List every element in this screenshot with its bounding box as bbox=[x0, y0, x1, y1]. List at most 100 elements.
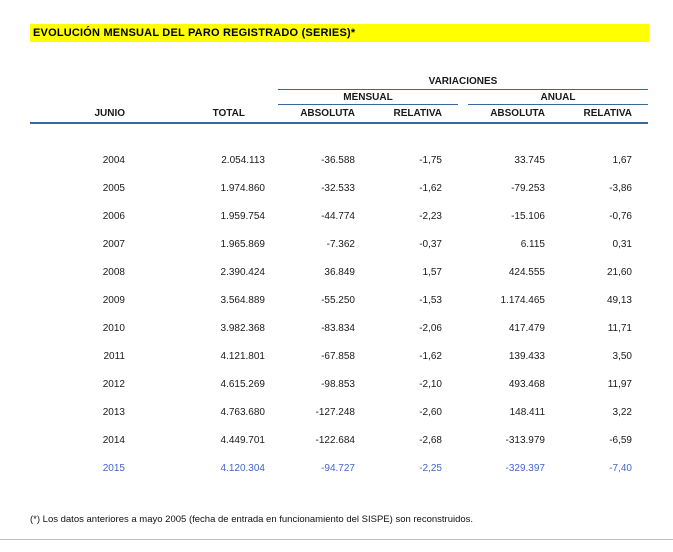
mensual-subgroup-header: MENSUAL bbox=[278, 92, 458, 105]
cell-anual-absoluta: 424.555 bbox=[508, 266, 545, 278]
cell-anual-relativa: 11,71 bbox=[607, 322, 632, 334]
cell-anual-relativa: 3,22 bbox=[612, 406, 632, 418]
column-header-anual-relativa: RELATIVA bbox=[583, 108, 632, 119]
cell-total: 2.054.113 bbox=[221, 154, 265, 166]
column-header-junio: JUNIO bbox=[94, 108, 125, 119]
table-row: 2015 4.120.304 -94.727 -2,25 -329.397 -7… bbox=[30, 454, 648, 482]
cell-mensual-absoluta: -44.774 bbox=[321, 210, 355, 222]
cell-anual-relativa: 11,97 bbox=[607, 378, 632, 390]
cell-anual-absoluta: -313.979 bbox=[505, 434, 545, 446]
cell-anual-absoluta: 493.468 bbox=[508, 378, 545, 390]
cell-total: 1.965.869 bbox=[220, 238, 266, 250]
cell-anual-relativa: 21,60 bbox=[606, 266, 632, 278]
cell-anual-relativa: -3,86 bbox=[609, 182, 632, 194]
table-row: 2012 4.615.269 -98.853 -2,10 493.468 11,… bbox=[30, 370, 648, 398]
cell-year: 2008 bbox=[102, 266, 125, 278]
cell-anual-relativa: 0,31 bbox=[612, 238, 632, 250]
table-row: 2008 2.390.424 36.849 1,57 424.555 21,60 bbox=[30, 258, 648, 286]
column-header-anual-absoluta: ABSOLUTA bbox=[490, 108, 545, 119]
cell-mensual-relativa: -1,53 bbox=[419, 294, 442, 306]
table-row: 2010 3.982.368 -83.834 -2,06 417.479 11,… bbox=[30, 314, 648, 342]
cell-mensual-relativa: -2,06 bbox=[419, 322, 442, 334]
cell-mensual-relativa: -0,37 bbox=[419, 238, 442, 250]
cell-mensual-absoluta: -7.362 bbox=[326, 238, 355, 250]
cell-total: 1.974.860 bbox=[220, 182, 266, 194]
table-row: 2013 4.763.680 -127.248 -2,60 148.411 3,… bbox=[30, 398, 648, 426]
table-row: 2014 4.449.701 -122.684 -2,68 -313.979 -… bbox=[30, 426, 648, 454]
cell-anual-relativa: 49,13 bbox=[606, 294, 632, 306]
cell-mensual-absoluta: -32.533 bbox=[321, 182, 355, 194]
cell-mensual-absoluta: -122.684 bbox=[315, 434, 355, 446]
cell-anual-absoluta: 1.174.465 bbox=[500, 294, 546, 306]
variaciones-group-header: VARIACIONES bbox=[278, 76, 648, 90]
cell-mensual-relativa: -2,60 bbox=[419, 406, 442, 418]
cell-mensual-absoluta: -94.727 bbox=[321, 462, 355, 474]
cell-mensual-absoluta: -127.248 bbox=[315, 406, 355, 418]
cell-total: 4.449.701 bbox=[220, 434, 266, 446]
anual-subgroup-header: ANUAL bbox=[468, 92, 648, 105]
cell-mensual-absoluta: -67.858 bbox=[321, 350, 355, 362]
cell-year: 2009 bbox=[102, 294, 125, 306]
cell-total: 4.121.801 bbox=[220, 350, 266, 362]
cell-total: 1.959.754 bbox=[220, 210, 266, 222]
cell-year: 2004 bbox=[102, 154, 125, 166]
cell-total: 4.763.680 bbox=[220, 406, 266, 418]
report-title-bar: EVOLUCIÓN MENSUAL DEL PARO REGISTRADO (S… bbox=[30, 24, 649, 42]
table-row: 2004 2.054.113 -36.588 -1,75 33.745 1,67 bbox=[30, 146, 648, 174]
cell-anual-absoluta: -329.397 bbox=[505, 462, 545, 474]
table-row: 2007 1.965.869 -7.362 -0,37 6.115 0,31 bbox=[30, 230, 648, 258]
column-header-total: TOTAL bbox=[212, 108, 245, 119]
footnote: (*) Los datos anteriores a mayo 2005 (fe… bbox=[30, 514, 474, 525]
cell-total: 3.982.368 bbox=[220, 322, 266, 334]
cell-year: 2011 bbox=[103, 350, 125, 362]
cell-year: 2012 bbox=[102, 378, 125, 390]
cell-mensual-relativa: -2,25 bbox=[419, 462, 442, 474]
cell-anual-relativa: 1,67 bbox=[612, 154, 632, 166]
cell-mensual-relativa: -1,75 bbox=[419, 154, 442, 166]
table-row: 2006 1.959.754 -44.774 -2,23 -15.106 -0,… bbox=[30, 202, 648, 230]
cell-mensual-absoluta: -55.250 bbox=[321, 294, 355, 306]
cell-anual-absoluta: 148.411 bbox=[509, 406, 545, 418]
cell-mensual-relativa: -2,10 bbox=[419, 378, 442, 390]
cell-total: 2.390.424 bbox=[220, 266, 266, 278]
table-row: 2009 3.564.889 -55.250 -1,53 1.174.465 4… bbox=[30, 286, 648, 314]
cell-mensual-absoluta: -36.588 bbox=[321, 154, 355, 166]
cell-total: 3.564.889 bbox=[220, 294, 266, 306]
cell-year: 2013 bbox=[102, 406, 125, 418]
footer-divider bbox=[0, 539, 673, 540]
cell-year: 2010 bbox=[102, 322, 125, 334]
cell-anual-relativa: -0,76 bbox=[609, 210, 632, 222]
table-row: 2011 4.121.801 -67.858 -1,62 139.433 3,5… bbox=[30, 342, 648, 370]
cell-mensual-absoluta: -98.853 bbox=[321, 378, 355, 390]
cell-mensual-relativa: -2,68 bbox=[419, 434, 442, 446]
column-header-mensual-relativa: RELATIVA bbox=[393, 108, 442, 119]
cell-anual-absoluta: 6.115 bbox=[520, 238, 545, 250]
cell-anual-absoluta: 139.433 bbox=[508, 350, 545, 362]
column-header-row: JUNIO TOTAL ABSOLUTA RELATIVA ABSOLUTA R… bbox=[30, 107, 648, 124]
cell-anual-relativa: -7,40 bbox=[609, 462, 632, 474]
cell-year: 2007 bbox=[102, 238, 125, 250]
table-row: 2005 1.974.860 -32.533 -1,62 -79.253 -3,… bbox=[30, 174, 648, 202]
cell-year: 2005 bbox=[102, 182, 125, 194]
cell-anual-relativa: -6,59 bbox=[609, 434, 632, 446]
cell-mensual-relativa: -1,62 bbox=[419, 350, 442, 362]
cell-mensual-absoluta: 36.849 bbox=[324, 266, 355, 278]
cell-anual-absoluta: 417.479 bbox=[508, 322, 545, 334]
cell-year: 2015 bbox=[102, 462, 125, 474]
cell-total: 4.615.269 bbox=[220, 378, 266, 390]
cell-mensual-relativa: 1,57 bbox=[422, 266, 442, 278]
column-header-mensual-absoluta: ABSOLUTA bbox=[300, 108, 355, 119]
report-title: EVOLUCIÓN MENSUAL DEL PARO REGISTRADO (S… bbox=[33, 27, 356, 39]
cell-anual-relativa: 3,50 bbox=[612, 350, 632, 362]
cell-mensual-relativa: -1,62 bbox=[419, 182, 442, 194]
table-body: 2004 2.054.113 -36.588 -1,75 33.745 1,67… bbox=[30, 146, 648, 482]
cell-year: 2014 bbox=[102, 434, 125, 446]
cell-mensual-relativa: -2,23 bbox=[419, 210, 442, 222]
cell-total: 4.120.304 bbox=[220, 462, 266, 474]
cell-anual-absoluta: -15.106 bbox=[511, 210, 545, 222]
cell-anual-absoluta: -79.253 bbox=[511, 182, 545, 194]
cell-mensual-absoluta: -83.834 bbox=[321, 322, 355, 334]
cell-year: 2006 bbox=[102, 210, 125, 222]
cell-anual-absoluta: 33.745 bbox=[514, 154, 545, 166]
